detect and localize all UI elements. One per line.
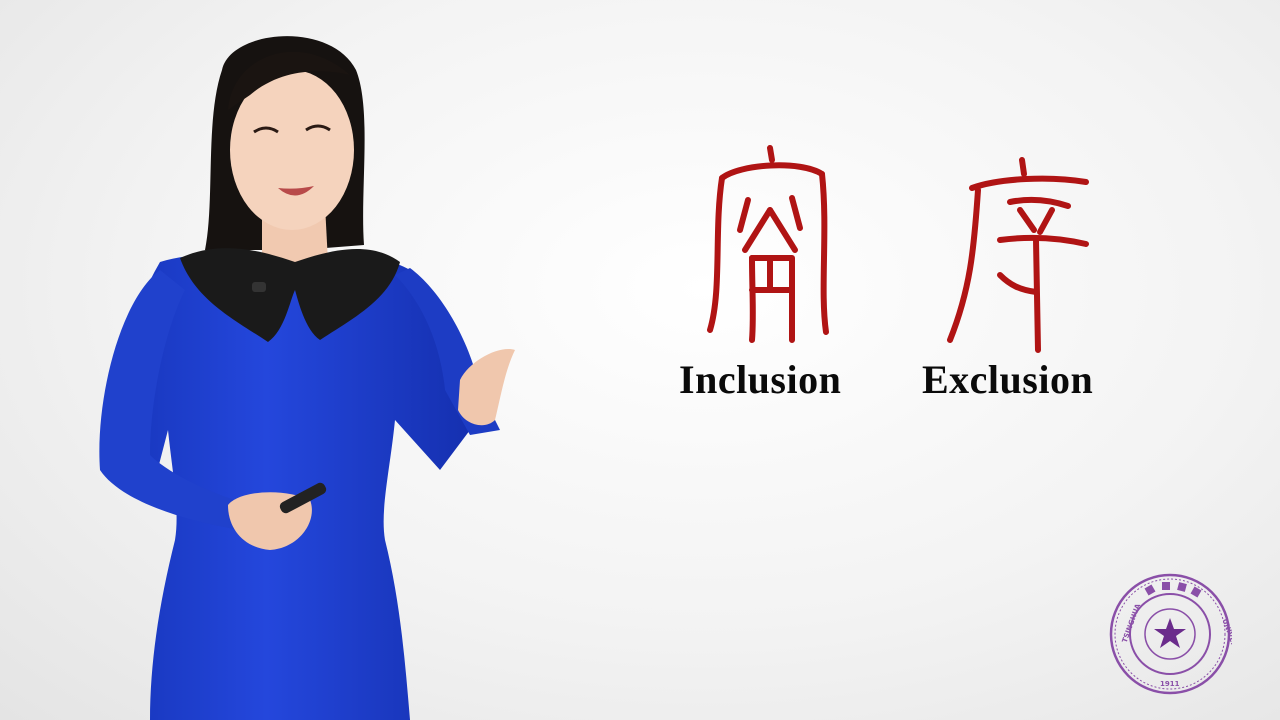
logo-left-text: TSINGHUA (1121, 602, 1143, 644)
logo-year: 1911 (1160, 680, 1180, 688)
seal-script-character-exclusion-icon (947, 157, 1089, 353)
exclusion-caption: Exclusion (922, 357, 1094, 402)
inclusion-caption: Inclusion (679, 357, 842, 402)
logo-right-text: UNIVERSITY (1221, 618, 1232, 666)
presenter-woman-blue-dress-icon (99, 36, 515, 720)
seal-script-character-inclusion-icon (707, 145, 829, 343)
tsinghua-university-logo: TSINGHUA UNIVERSITY 1911 (1109, 573, 1232, 695)
